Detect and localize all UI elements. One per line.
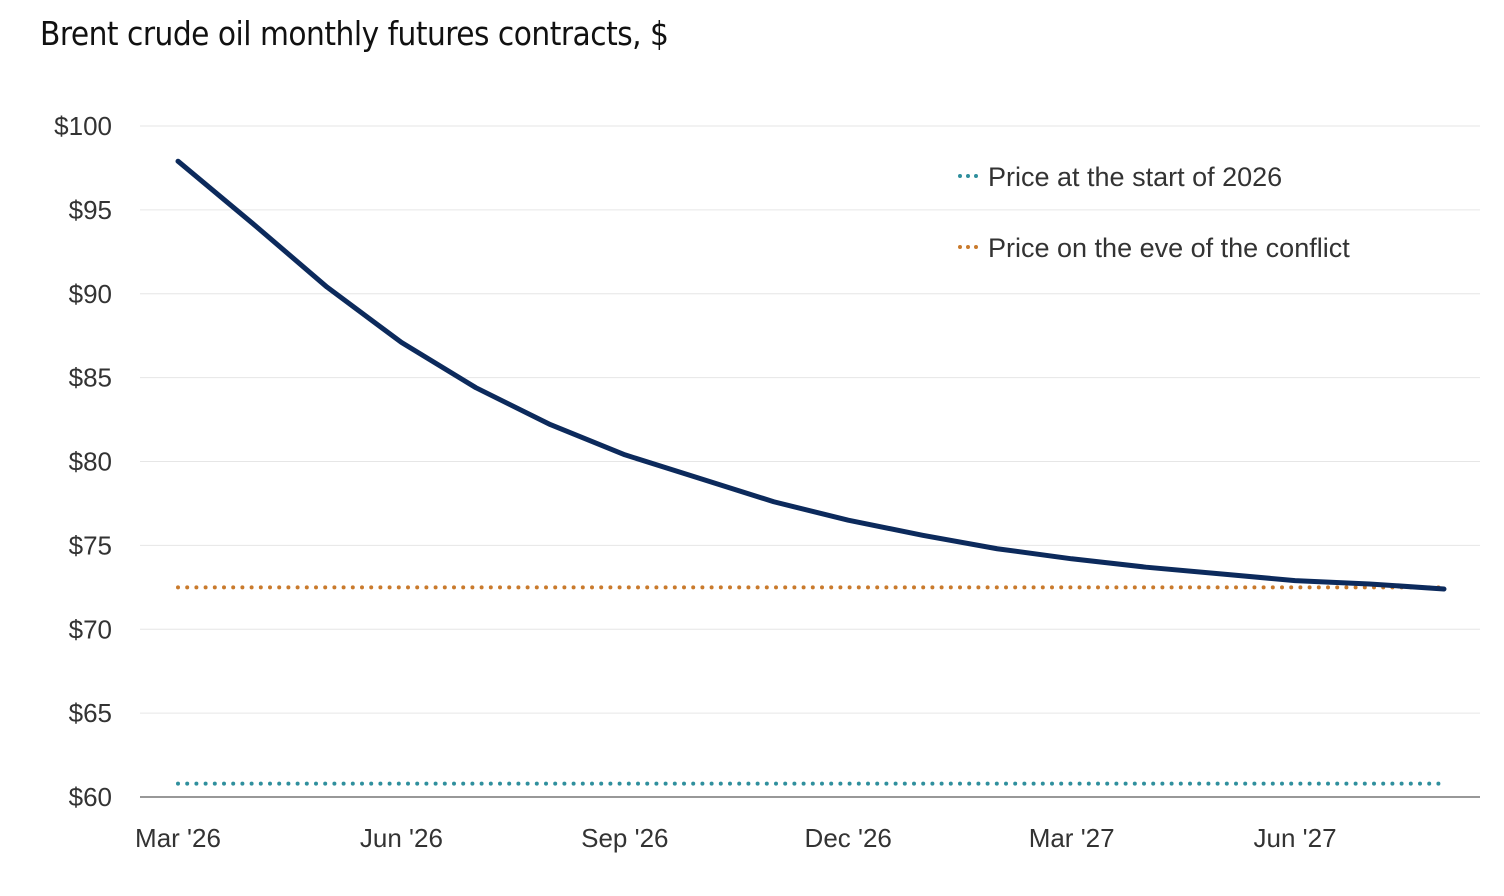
y-tick-label: $100 [54, 111, 112, 141]
futures-curve-line [175, 158, 1447, 592]
y-tick-label: $80 [69, 447, 112, 477]
chart-title: Brent crude oil monthly futures contract… [40, 14, 669, 53]
y-tick-label: $90 [69, 279, 112, 309]
y-tick-label: $85 [69, 363, 112, 393]
x-tick-label: Mar '27 [1029, 823, 1115, 853]
legend-label: Price on the eve of the conflict [988, 233, 1350, 263]
legend-label: Price at the start of 2026 [988, 162, 1282, 192]
x-tick-label: Jun '27 [1254, 823, 1337, 853]
x-tick-label: Mar '26 [135, 823, 221, 853]
x-tick-label: Sep '26 [581, 823, 668, 853]
y-tick-label: $95 [69, 195, 112, 225]
y-tick-label: $75 [69, 530, 112, 560]
x-tick-label: Jun '26 [360, 823, 443, 853]
x-tick-label: Dec '26 [805, 823, 892, 853]
y-tick-label: $70 [69, 614, 112, 644]
y-tick-label: $65 [69, 698, 112, 728]
y-tick-label: $60 [69, 782, 112, 812]
